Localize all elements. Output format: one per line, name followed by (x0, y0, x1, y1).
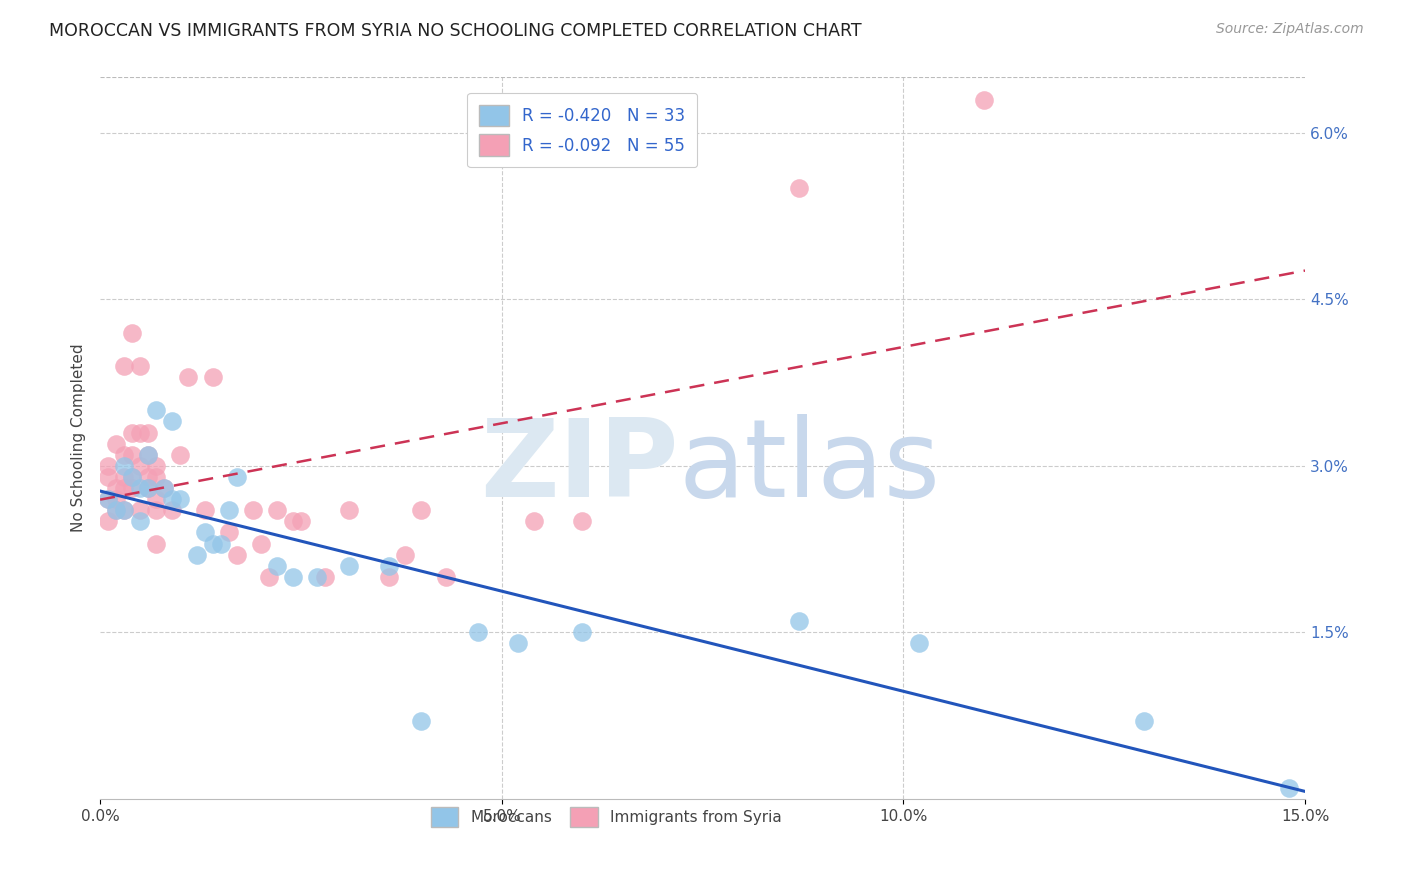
Point (281, 514, 304, 528)
Point (787, 181, 810, 195)
Point (105, 492, 128, 507)
Point (105, 503, 128, 517)
Point (121, 425, 143, 440)
Point (162, 415, 184, 429)
Point (121, 470, 143, 484)
Point (97, 514, 120, 528)
Point (571, 625, 593, 640)
Point (121, 481, 143, 495)
Point (305, 570, 328, 584)
Point (136, 481, 159, 495)
Point (337, 503, 360, 517)
Text: ZIP: ZIP (479, 414, 679, 520)
Point (129, 458, 152, 473)
Point (129, 503, 152, 517)
Point (136, 448, 159, 462)
Point (209, 536, 232, 550)
Point (162, 503, 184, 517)
Y-axis label: No Schooling Completed: No Schooling Completed (72, 343, 86, 533)
Point (162, 492, 184, 507)
Point (169, 492, 191, 507)
Point (281, 570, 304, 584)
Point (201, 536, 224, 550)
Point (112, 503, 135, 517)
Point (411, 503, 433, 517)
Point (121, 326, 143, 340)
Point (105, 436, 128, 450)
Point (314, 570, 336, 584)
Point (112, 481, 135, 495)
Point (571, 514, 593, 528)
Point (145, 492, 167, 507)
Point (266, 503, 288, 517)
Point (1278, 780, 1301, 795)
Point (378, 570, 401, 584)
Point (129, 514, 152, 528)
Point (153, 481, 176, 495)
Text: MOROCCAN VS IMMIGRANTS FROM SYRIA NO SCHOOLING COMPLETED CORRELATION CHART: MOROCCAN VS IMMIGRANTS FROM SYRIA NO SCH… (49, 22, 862, 40)
Point (136, 470, 159, 484)
Point (787, 614, 810, 628)
Point (378, 558, 401, 573)
Text: Source: ZipAtlas.com: Source: ZipAtlas.com (1216, 22, 1364, 37)
Point (129, 425, 152, 440)
Point (145, 403, 167, 417)
Point (225, 548, 247, 562)
Point (136, 481, 159, 495)
Legend: Moroccans, Immigrants from Syria: Moroccans, Immigrants from Syria (423, 799, 790, 835)
Point (112, 503, 135, 517)
Point (136, 425, 159, 440)
Point (523, 514, 546, 528)
Point (97, 470, 120, 484)
Point (394, 548, 416, 562)
Point (177, 370, 200, 384)
Point (129, 359, 152, 373)
Point (112, 470, 135, 484)
Point (145, 470, 167, 484)
Point (218, 503, 240, 517)
Point (1133, 714, 1156, 728)
Point (467, 625, 489, 640)
Point (97, 492, 120, 507)
Point (242, 503, 264, 517)
Point (225, 470, 247, 484)
Point (112, 448, 135, 462)
Point (193, 525, 215, 540)
Point (121, 448, 143, 462)
Point (434, 570, 457, 584)
Point (112, 359, 135, 373)
Point (266, 558, 288, 573)
Point (97, 458, 120, 473)
Point (105, 481, 128, 495)
Point (112, 458, 135, 473)
Point (973, 93, 995, 107)
Point (411, 714, 433, 728)
Point (290, 514, 312, 528)
Point (201, 370, 224, 384)
Point (105, 503, 128, 517)
Point (218, 525, 240, 540)
Point (506, 636, 529, 650)
Point (257, 570, 280, 584)
Point (153, 481, 176, 495)
Point (337, 558, 360, 573)
Point (908, 636, 931, 650)
Point (145, 458, 167, 473)
Point (193, 503, 215, 517)
Point (169, 448, 191, 462)
Point (145, 503, 167, 517)
Point (121, 470, 143, 484)
Text: atlas: atlas (679, 414, 941, 520)
Point (97, 492, 120, 507)
Point (129, 481, 152, 495)
Point (186, 548, 208, 562)
Point (249, 536, 271, 550)
Point (145, 536, 167, 550)
Point (136, 448, 159, 462)
